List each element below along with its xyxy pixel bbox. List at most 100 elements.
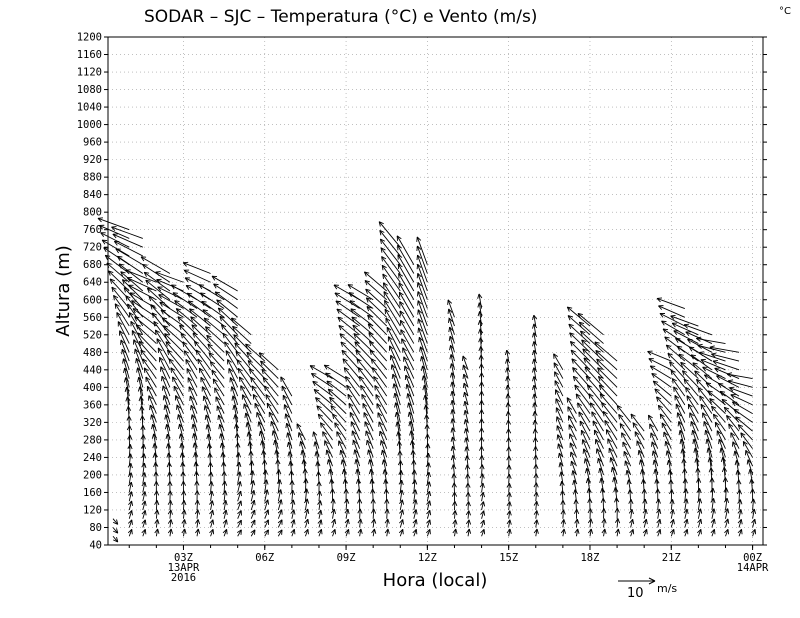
wind-vector-head	[667, 469, 671, 475]
wind-vector-head	[426, 519, 431, 524]
wind-vector-head	[560, 490, 563, 496]
wind-vector-head	[367, 314, 373, 318]
wind-vector	[597, 375, 618, 397]
wind-vector-head	[301, 459, 305, 465]
wind-vector-shaft	[211, 275, 238, 292]
wind-vector-head	[237, 368, 240, 374]
wind-vector	[250, 519, 256, 528]
wind-vector-head	[161, 317, 165, 323]
wind-vector	[344, 498, 350, 511]
wind-vector-head	[245, 343, 248, 349]
wind-vector	[117, 321, 130, 344]
wind-vector	[584, 468, 591, 484]
wind-vector	[348, 292, 374, 309]
wind-vector-shaft	[277, 529, 283, 537]
wind-vector-shaft	[128, 529, 133, 537]
wind-vector-shaft	[277, 479, 281, 493]
wind-vector-head	[163, 404, 166, 410]
wind-vector-head	[315, 397, 321, 400]
wind-vector-shaft	[570, 349, 591, 371]
wind-vector-head	[128, 510, 133, 515]
wind-vector	[407, 411, 415, 432]
wind-vector-head	[367, 323, 371, 329]
wind-vector-shaft	[508, 492, 511, 502]
wind-vector-head	[156, 279, 161, 284]
wind-vector-shaft	[671, 378, 686, 397]
wind-vector-head	[578, 322, 582, 327]
wind-vector-head	[379, 230, 382, 236]
wind-vector-head	[448, 336, 451, 342]
wind-vector-head	[415, 509, 418, 515]
wind-vector-shaft	[402, 347, 415, 371]
wind-vector-head	[585, 375, 588, 381]
wind-vector-head	[686, 395, 688, 401]
wind-vector-head	[447, 299, 453, 304]
wind-vector-head	[208, 352, 214, 356]
wind-vector	[232, 325, 252, 344]
wind-vector-head	[466, 455, 470, 461]
wind-vector-head	[533, 491, 537, 497]
wind-vector-shaft	[535, 528, 538, 537]
wind-vector-head	[451, 464, 454, 470]
wind-vector	[371, 518, 377, 528]
wind-vector-head	[449, 363, 452, 369]
wind-vector-head	[286, 432, 288, 438]
wind-vector-shaft	[336, 431, 347, 449]
wind-vector	[447, 299, 455, 318]
wind-vector-head	[673, 529, 675, 535]
wind-vector-head	[452, 510, 456, 515]
wind-vector-head	[692, 362, 696, 368]
wind-vector	[737, 528, 743, 537]
wind-vector-head	[505, 419, 509, 425]
wind-vector-shaft	[533, 315, 537, 327]
wind-vector-head	[586, 384, 589, 390]
wind-vector-head	[696, 379, 699, 385]
wind-vector-shaft	[169, 509, 172, 519]
wind-vector-shaft	[335, 300, 360, 318]
wind-vector-head	[387, 528, 390, 534]
wind-vector-head	[245, 343, 251, 346]
wind-vector-shaft	[569, 332, 591, 353]
y-tick-label: 600	[83, 294, 102, 306]
wind-vector-head	[118, 263, 125, 266]
wind-vector	[417, 318, 428, 344]
wind-vector-shaft	[422, 365, 428, 388]
wind-vector-head	[671, 322, 676, 328]
wind-vector-shaft	[111, 226, 143, 239]
wind-vector-shaft	[378, 421, 388, 441]
wind-vector	[324, 440, 333, 458]
wind-vector-shaft	[680, 362, 699, 379]
wind-vector-head	[343, 367, 346, 373]
wind-vector	[180, 333, 198, 353]
wind-vector-head	[594, 341, 598, 347]
wind-vector-shaft	[533, 376, 537, 388]
wind-vector-head	[450, 455, 454, 461]
wind-vector-head	[597, 367, 600, 373]
wind-vector-head	[190, 414, 193, 420]
wind-vector-shaft	[222, 452, 225, 467]
wind-vector	[336, 431, 347, 449]
wind-vector-head	[754, 529, 757, 535]
wind-vector	[724, 528, 729, 537]
wind-vector-shaft	[392, 373, 401, 397]
wind-vector-shaft	[561, 481, 564, 493]
wind-vector	[290, 509, 296, 519]
wind-vector-shaft	[183, 269, 211, 283]
wind-vector	[588, 393, 604, 414]
wind-vector-shaft	[709, 457, 713, 475]
wind-vector	[330, 405, 347, 423]
wind-vector-shaft	[621, 432, 632, 449]
wind-vector-shaft	[604, 420, 618, 441]
wind-vector	[195, 349, 211, 371]
wind-vector-shaft	[197, 358, 211, 379]
wind-vector-shaft	[351, 316, 374, 336]
wind-vector	[123, 367, 130, 388]
wind-vector-head	[135, 324, 142, 327]
wind-vector-head	[532, 437, 536, 443]
wind-vector-head	[159, 301, 165, 304]
wind-vector-head	[201, 300, 207, 303]
wind-vector-shaft	[345, 519, 349, 528]
wind-vector-head	[751, 518, 756, 524]
wind-vector-head	[185, 285, 190, 290]
wind-vector-head	[170, 519, 174, 525]
